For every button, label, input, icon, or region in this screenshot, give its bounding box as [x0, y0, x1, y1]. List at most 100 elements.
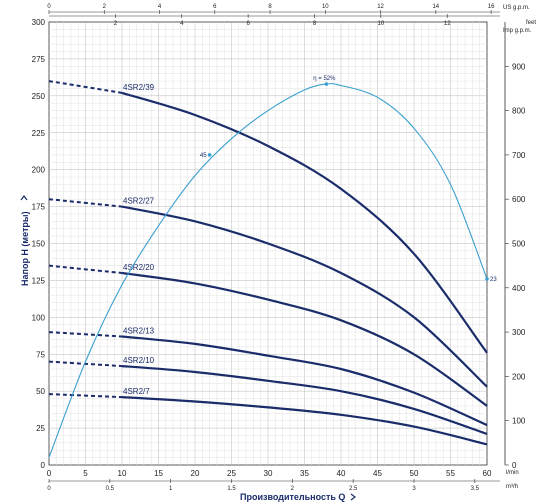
y-tick-label: 25 [36, 424, 45, 433]
y-tick-label: 100 [32, 313, 46, 322]
x-us-gpm-tick-label: 0 [47, 4, 51, 10]
x-imp-gpm-tick-label: 6 [246, 21, 250, 27]
x-m3h-tick-label: 0.5 [106, 486, 115, 492]
x-tick-label: 60 [483, 469, 492, 478]
x-tick-label: 25 [227, 469, 236, 478]
series-line-dashed [48, 393, 123, 399]
series-label: 4SR2/7 [123, 387, 150, 396]
x-us-gpm-tick-label: 4 [158, 4, 162, 10]
x-us-gpm-tick-label: 8 [268, 4, 272, 10]
x-tick-label: 55 [446, 469, 455, 478]
efficiency-point-label: 23 [490, 277, 497, 283]
x-axis-lmin: 0 5 10 15 20 25 30 35 40 45 50 55 60 [47, 469, 492, 478]
grid [48, 21, 488, 466]
y-tick-label: 250 [32, 92, 46, 101]
series-line [121, 91, 488, 354]
y-right-tick-label: 0 [512, 461, 517, 470]
x-tick-label: 30 [264, 469, 273, 478]
y-axis-arrow-icon [20, 195, 28, 201]
y-tick-label: 300 [32, 18, 46, 27]
y-right-tick-label: 300 [512, 328, 526, 337]
x-tick-label: 20 [191, 469, 200, 478]
x-unit-label: l/min [506, 470, 519, 476]
y-tick-label: 0 [41, 461, 46, 470]
y-right-tick-label: 800 [512, 107, 526, 116]
x-tick-label: 0 [47, 469, 52, 478]
x-m3h-tick-label: 0 [47, 486, 51, 492]
y-right-tick-label: 500 [512, 240, 526, 249]
y-right-tick-label: 400 [512, 284, 526, 293]
x-secondary-unit-label: m³/h [506, 484, 518, 490]
y-tick-label: 75 [36, 350, 45, 359]
y-axis-left: 0 25 50 75 100 125 150 175 200 225 250 275 300 [32, 18, 46, 470]
x-axis-us-gpm: 0 2 4 6 8 10 12 14 16 [47, 4, 500, 14]
x-us-gpm-tick-label: 12 [377, 4, 384, 10]
series-line-dashed [48, 331, 123, 338]
y-tick-label: 200 [32, 166, 46, 175]
x-m3h-tick-label: 2.5 [349, 486, 358, 492]
series-line [121, 335, 488, 427]
series-label: 4SR2/13 [123, 327, 155, 336]
x-m3h-tick-label: 3.5 [471, 486, 480, 492]
x-imp-gpm-tick-label: 4 [180, 21, 184, 27]
series-line [121, 396, 488, 446]
y-right-unit-label: feet [526, 20, 536, 26]
series-label: 4SR2/27 [123, 197, 155, 206]
y-axis-right: 0 100 200 300 400 500 600 700 800 900 [504, 22, 526, 470]
x-m3h-tick-label: 3 [412, 486, 416, 492]
series-label: 4SR2/10 [123, 356, 155, 365]
x-tick-label: 5 [83, 469, 88, 478]
series-line-dashed [48, 360, 123, 368]
series-label: 4SR2/39 [123, 83, 155, 92]
x-m3h-tick-label: 1 [169, 486, 173, 492]
x-tick-label: 35 [300, 469, 309, 478]
y-right-tick-label: 200 [512, 372, 526, 381]
efficiency-line [48, 83, 488, 458]
y-right-tick-label: 900 [512, 62, 526, 71]
y-tick-label: 50 [36, 387, 45, 396]
efficiency-point [324, 82, 329, 86]
x-tick-label: 15 [154, 469, 163, 478]
series-label: 4SR2/20 [123, 263, 155, 272]
x-tick-label: 45 [373, 469, 382, 478]
efficiency-point [207, 153, 212, 157]
efficiency-curve: 45 η = 52% 23 [48, 76, 497, 458]
y-tick-label: 225 [32, 129, 46, 138]
x-us-gpm-tick-label: 6 [213, 4, 217, 10]
x-tick-label: 10 [118, 469, 127, 478]
efficiency-point-label: 45 [200, 153, 207, 159]
x-us-gpm-tick-label: 16 [488, 4, 495, 10]
series-line [121, 365, 488, 436]
efficiency-point-label: η = 52% [313, 76, 336, 82]
x-us-gpm-tick-label: 14 [432, 4, 439, 10]
y-tick-label: 125 [32, 276, 46, 285]
x-axis-title: Производительность Q [240, 492, 345, 502]
x-imp-gpm-tick-label: 2 [114, 21, 118, 27]
y-tick-label: 175 [32, 203, 46, 212]
x-axis-arrow-icon [350, 493, 356, 501]
y-tick-label: 150 [32, 240, 46, 249]
x-imp-gpm-tick-label: 8 [313, 21, 317, 27]
y-axis-title: Напор Н (метры) [20, 211, 30, 286]
series-line-dashed [48, 198, 123, 208]
x-top-us-unit-label: US g.p.m. [503, 5, 530, 11]
series-line-dashed [48, 264, 123, 274]
x-imp-gpm-tick-label: 12 [444, 21, 451, 27]
x-us-gpm-tick-label: 2 [103, 4, 107, 10]
y-right-tick-label: 600 [512, 195, 526, 204]
x-top-imp-unit-label: Imp g.p.m. [503, 28, 532, 34]
series-line [121, 271, 488, 407]
x-us-gpm-tick-label: 10 [322, 4, 329, 10]
series-line-dashed [48, 80, 123, 94]
x-axis-imp-gpm: 2 4 6 8 10 12 [49, 14, 500, 27]
series-line [121, 205, 488, 388]
x-imp-gpm-tick-label: 10 [378, 21, 385, 27]
x-m3h-tick-label: 1.5 [227, 486, 236, 492]
x-tick-label: 50 [410, 469, 419, 478]
efficiency-point [485, 277, 489, 281]
y-right-tick-label: 700 [512, 151, 526, 160]
x-axis-m3h: 0 0.5 1 1.5 2 2.5 3 3.5 [47, 479, 500, 492]
y-tick-label: 275 [32, 55, 46, 64]
head-curves: 4SR2/39 4SR2/27 4SR2/20 4SR2/13 4SR2/10 4SR2/… [48, 80, 488, 446]
